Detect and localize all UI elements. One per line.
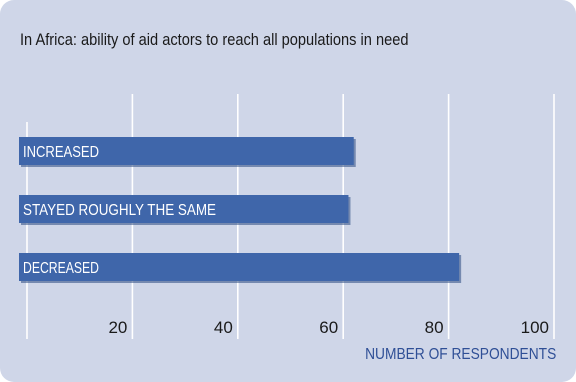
x-tick-labels: 20 40 60 80 100 <box>108 318 549 337</box>
x-tick-40: 40 <box>214 318 233 337</box>
bar-label: DECREASED <box>23 260 99 277</box>
x-tick-100: 100 <box>521 318 549 337</box>
x-tick-60: 60 <box>319 318 338 337</box>
bar-label: STAYED ROUGHLY THE SAME <box>23 202 216 219</box>
x-tick-80: 80 <box>425 318 444 337</box>
chart-title: In Africa: ability of aid actors to reac… <box>20 30 409 49</box>
bars: INCREASED STAYED ROUGHLY THE SAME DECREASE… <box>19 137 462 283</box>
x-axis-label: NUMBER OF RESPONDENTS <box>364 346 556 363</box>
bar-decreased <box>19 253 460 281</box>
bar-stayed-roughly-the-same <box>19 195 349 223</box>
bar-increased <box>19 137 354 165</box>
bar-label: INCREASED <box>23 144 99 161</box>
x-tick-20: 20 <box>108 318 127 337</box>
